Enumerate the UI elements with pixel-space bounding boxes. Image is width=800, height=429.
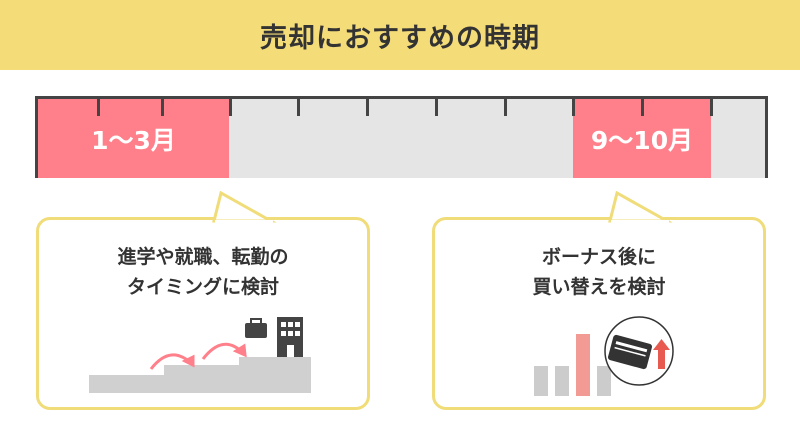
briefcase-icon xyxy=(245,318,267,338)
month-tick xyxy=(161,99,164,116)
career-steps-illustration xyxy=(89,317,311,393)
card-bonus: ボーナス後に 買い替えを検討 xyxy=(432,191,766,410)
arrow-icon xyxy=(149,342,247,370)
bar-chart-icon xyxy=(534,334,611,396)
month-tick xyxy=(297,99,300,116)
month-tick xyxy=(504,99,507,116)
month-tick xyxy=(710,99,713,116)
month-tick xyxy=(435,99,438,116)
month-tick xyxy=(572,99,575,116)
header-banner: 売却におすすめの時期 xyxy=(0,0,800,70)
card-text-line1: 進学や就職、転勤の xyxy=(117,246,289,268)
page-title: 売却におすすめの時期 xyxy=(260,22,540,54)
card-text-line2: 買い替えを検討 xyxy=(532,276,666,298)
month-tick xyxy=(641,99,644,116)
card-text-line2: タイミングに検討 xyxy=(126,276,279,298)
month-tick xyxy=(229,99,232,116)
card-life-events: 進学や就職、転勤の タイミングに検討 xyxy=(36,191,370,410)
stairs-icon xyxy=(89,357,311,393)
month-timeline: 1〜3月 9〜10月 xyxy=(35,96,768,178)
bubble-tail xyxy=(212,191,277,223)
up-arrow-icon xyxy=(653,339,670,369)
card-text-line1: ボーナス後に xyxy=(541,246,656,268)
highlight-jan-mar: 1〜3月 xyxy=(38,99,229,178)
bonus-illustration xyxy=(534,316,674,396)
month-tick xyxy=(366,99,369,116)
credit-card-icon xyxy=(607,334,653,370)
building-icon xyxy=(277,317,303,357)
bubble-tail xyxy=(608,191,673,223)
month-tick xyxy=(97,99,100,116)
